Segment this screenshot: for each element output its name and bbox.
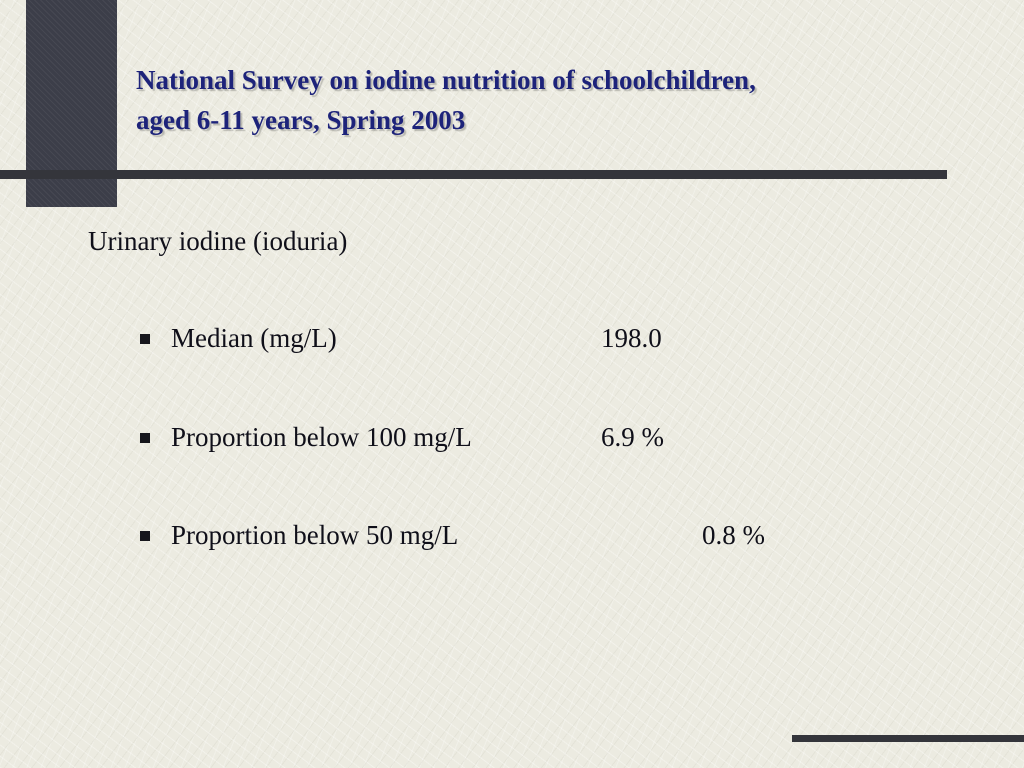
square-bullet-icon (140, 334, 150, 344)
section-subheading: Urinary iodine (ioduria) (88, 226, 348, 256)
bullet-value: 0.8 % (702, 520, 765, 550)
bullet-item-below-50: Proportion below 50 mg/L 0.8 % (140, 518, 840, 552)
bullet-label: Proportion below 100 mg/L (171, 422, 472, 452)
top-divider-rule (0, 170, 947, 179)
bullet-item-below-100: Proportion below 100 mg/L 6.9 % (140, 420, 840, 454)
square-bullet-icon (140, 531, 150, 541)
bullet-value: 198.0 (601, 323, 662, 353)
bottom-divider-rule (792, 735, 1024, 742)
slide-title-line-1: National Survey on iodine nutrition of s… (136, 65, 756, 95)
bullet-label: Proportion below 50 mg/L (171, 520, 459, 550)
bullet-value: 6.9 % (601, 422, 664, 452)
bullet-label: Median (mg/L) (171, 323, 337, 353)
bullet-item-median: Median (mg/L) 198.0 (140, 321, 840, 355)
slide-title: National Survey on iodine nutrition of s… (136, 60, 966, 140)
slide-title-line-2: aged 6-11 years, Spring 2003 (136, 105, 466, 135)
square-bullet-icon (140, 433, 150, 443)
